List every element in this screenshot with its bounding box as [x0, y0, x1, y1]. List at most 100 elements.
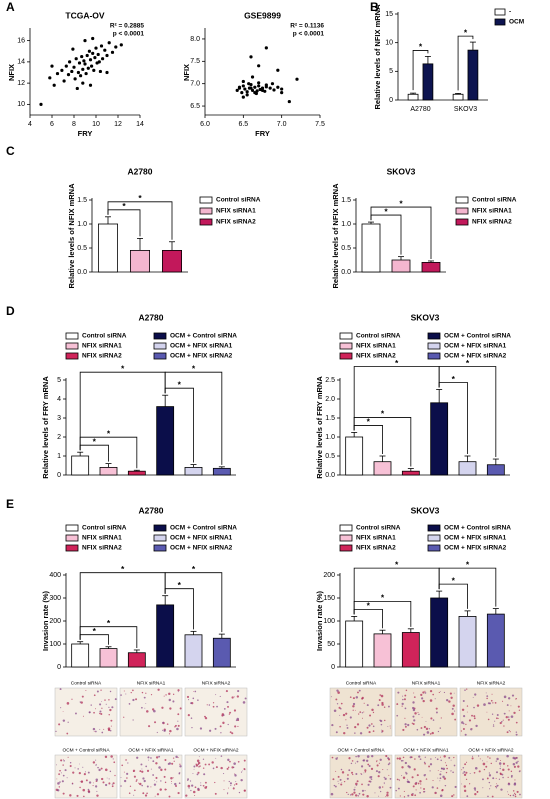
cell: [204, 786, 207, 789]
cell: [474, 766, 478, 770]
cell: [85, 779, 88, 782]
cell: [437, 730, 440, 733]
significance-bracket: [79, 634, 109, 645]
significance-bracket: [412, 50, 429, 91]
cell: [496, 785, 498, 787]
point: [91, 51, 95, 55]
cell: [378, 786, 382, 789]
cell: [105, 783, 108, 787]
point: [86, 66, 90, 70]
cell: [108, 713, 110, 716]
cell: [403, 698, 406, 701]
cell: [453, 764, 456, 767]
cell: [397, 691, 400, 694]
cell: [87, 771, 90, 774]
bar: [391, 259, 411, 273]
cell: [102, 781, 105, 784]
cell: [171, 762, 174, 765]
cell: [216, 705, 218, 708]
cell: [79, 701, 82, 703]
cell: [95, 730, 97, 733]
cell: [83, 795, 85, 798]
legend-label: OCM: [509, 19, 524, 26]
cell: [346, 726, 349, 729]
point: [64, 64, 68, 68]
point: [90, 64, 94, 68]
cell: [515, 761, 518, 764]
cell: [354, 709, 356, 711]
cell: [235, 783, 238, 786]
cell: [63, 760, 65, 762]
legend-label: Control siRNA: [356, 333, 401, 340]
cell: [354, 732, 356, 734]
cell: [464, 763, 467, 766]
cell: [59, 688, 62, 691]
cell: [421, 697, 424, 700]
y-axis-label: Invasion rate (%): [315, 590, 324, 651]
cell: [485, 765, 488, 768]
cell: [192, 772, 194, 774]
cell: [172, 757, 175, 759]
cell: [369, 780, 372, 783]
legend-swatch: [153, 534, 167, 542]
cell: [378, 762, 380, 764]
cell: [340, 768, 343, 771]
cell: [413, 768, 416, 771]
cell: [231, 696, 234, 699]
cell: [214, 781, 216, 784]
cell: [388, 774, 390, 776]
point: [268, 86, 272, 90]
cell: [379, 700, 381, 701]
bar: [156, 406, 175, 476]
cell: [64, 769, 67, 772]
cell: [398, 757, 402, 760]
cell: [495, 787, 498, 789]
cell: [380, 790, 382, 793]
cell: [162, 729, 164, 731]
cell: [418, 713, 420, 716]
cell: [197, 771, 200, 774]
cell: [334, 785, 337, 788]
cell: [234, 725, 237, 728]
point: [81, 81, 85, 85]
chart-title: SKOV3: [411, 312, 440, 322]
cell: [378, 795, 380, 797]
cell: [337, 780, 339, 782]
cell: [194, 795, 196, 797]
cell: [448, 756, 451, 759]
point: [264, 46, 268, 50]
y-tick-label: 1.5: [325, 415, 335, 422]
significance-label: *: [395, 559, 399, 569]
cell: [353, 791, 356, 794]
point: [249, 82, 253, 87]
legend-swatch: [339, 524, 353, 532]
point: [105, 70, 109, 75]
cell: [512, 794, 515, 797]
significance-label: *: [121, 363, 125, 373]
cell: [123, 690, 125, 692]
cell: [359, 711, 362, 713]
legend-label: OCM + NFIX siRNA1: [170, 343, 233, 350]
cell: [105, 703, 107, 705]
cell: [99, 728, 101, 730]
cell: [383, 782, 385, 783]
cell: [463, 773, 467, 776]
legend-label: Control siRNA: [82, 333, 127, 340]
cell: [483, 768, 486, 771]
cell: [503, 695, 507, 699]
cell: [132, 689, 134, 692]
cell: [99, 710, 102, 713]
cell: [223, 772, 225, 775]
cell: [371, 755, 374, 758]
y-tick-label: 2.0: [325, 396, 335, 403]
cell: [440, 759, 442, 762]
cell: [402, 695, 404, 697]
cell: [57, 782, 60, 785]
legend-swatch: [153, 352, 167, 360]
cell: [487, 702, 490, 705]
cell: [482, 778, 484, 781]
cell: [109, 730, 112, 732]
legend-label: NFIX siRNA2: [216, 219, 256, 226]
cell: [424, 690, 426, 692]
cell: [80, 780, 84, 783]
